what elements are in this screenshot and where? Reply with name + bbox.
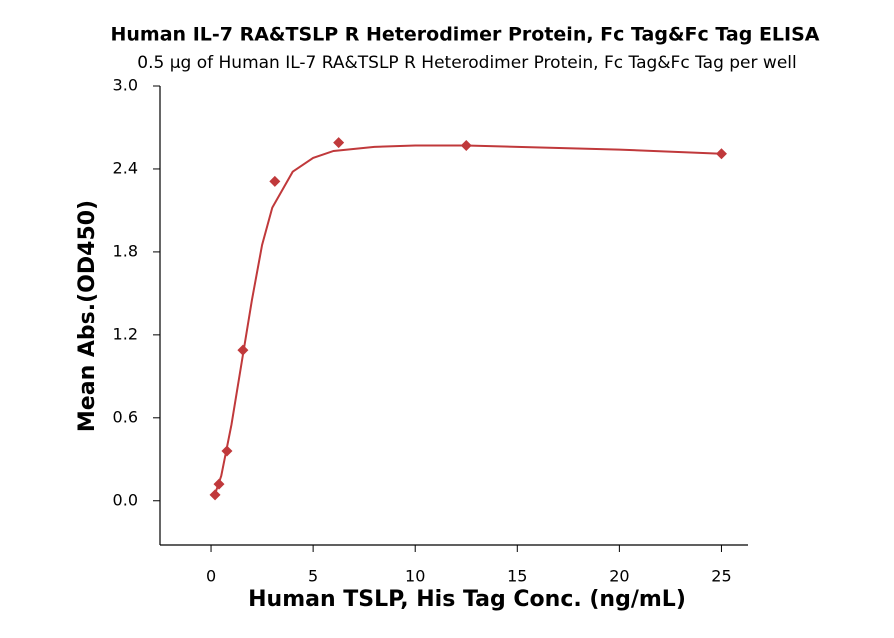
y-tick-label: 1.2 [113,324,138,343]
data-point [209,489,221,501]
x-tick-label: 15 [507,567,527,586]
chart-subtitle: 0.5 μg of Human IL-7 RA&TSLP R Heterodim… [137,53,796,73]
x-tick-label: 0 [206,567,216,586]
x-tick-label: 5 [308,567,318,586]
y-tick-label: 2.4 [113,158,138,177]
fit-curve [214,144,722,495]
x-axis-label: Human TSLP, His Tag Conc. (ng/mL) [248,587,686,612]
y-axis-label: Mean Abs.(OD450) [75,200,100,432]
y-tick-label: 0.6 [113,407,138,426]
chart-title: Human IL-7 RA&TSLP R Heterodimer Protein… [111,24,820,46]
x-tick-label: 10 [405,567,425,586]
y-tick-label: 3.0 [113,76,138,95]
x-tick-label: 20 [609,567,629,586]
x-tick-label: 25 [711,567,731,586]
data-point [333,137,345,149]
data-point [269,175,281,187]
y-tick-label: 1.8 [113,241,138,260]
y-tick-label: 0.0 [113,490,138,509]
